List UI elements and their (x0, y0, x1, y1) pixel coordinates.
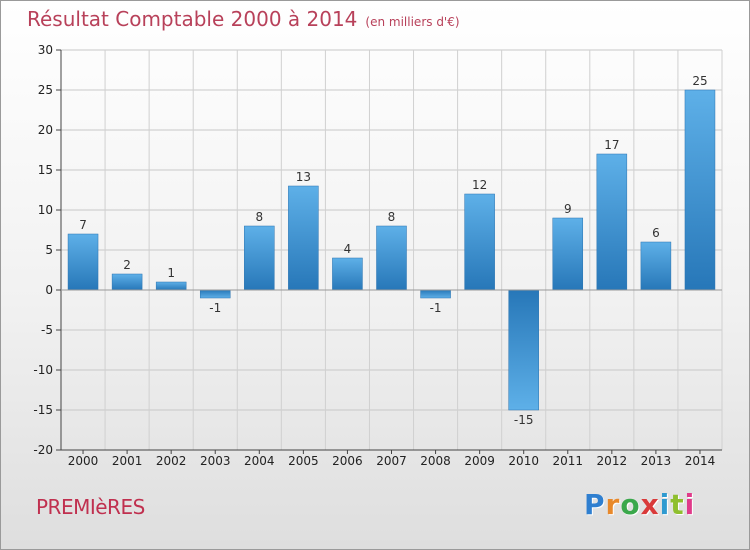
y-tick-label: 10 (38, 203, 53, 217)
chart-subtitle: (en milliers d'€) (365, 15, 460, 29)
data-label-2009: 12 (472, 178, 487, 192)
bar-2001 (111, 273, 143, 291)
y-tick-label: 25 (38, 83, 53, 97)
data-label-2004: 8 (255, 210, 263, 224)
bar-2002 (155, 281, 187, 291)
bar-2003 (199, 289, 231, 299)
data-label-2011: 9 (564, 202, 572, 216)
chart-title-text: Résultat Comptable 2000 à 2014 (27, 7, 358, 31)
bar-2010 (508, 289, 539, 411)
logo-letter: x (640, 488, 660, 521)
data-label-2003: -1 (209, 301, 221, 315)
data-label-2001: 2 (123, 258, 131, 272)
data-label-2002: 1 (167, 266, 175, 280)
bar-2005 (288, 185, 319, 291)
chart-title: Résultat Comptable 2000 à 2014 (en millie… (27, 7, 460, 31)
bars (67, 89, 716, 411)
x-tick-label: 2014 (685, 454, 716, 468)
logo-letter: r (605, 488, 621, 521)
data-label-2014: 25 (692, 74, 707, 88)
y-tick-label: -10 (33, 363, 53, 377)
x-tick-label: 2002 (156, 454, 187, 468)
x-tick-label: 2007 (376, 454, 407, 468)
x-tick-label: 2013 (641, 454, 672, 468)
data-label-2000: 7 (79, 218, 87, 232)
proxiti-logo: Proxiti (584, 488, 695, 521)
y-tick-label: 5 (45, 243, 53, 257)
y-tick-label: -20 (33, 443, 53, 457)
axes (56, 49, 722, 454)
bar-2014 (684, 89, 716, 291)
bar-2007 (376, 225, 407, 291)
data-label-2007: 8 (388, 210, 396, 224)
labels: 30 25 20 15 10 5 0 -5 -10 -15 -20 7 2000 2 2001 1 2002 -1… (33, 43, 715, 468)
x-tick-label: 2000 (68, 454, 99, 468)
bar-2012 (596, 153, 628, 291)
x-tick-label: 2001 (112, 454, 143, 468)
x-tick-label: 2006 (332, 454, 363, 468)
x-tick-label: 2009 (464, 454, 495, 468)
commune-name: PREMIèRES (36, 495, 145, 519)
data-label-2008: -1 (430, 301, 442, 315)
x-tick-label: 2005 (288, 454, 319, 468)
x-tick-label: 2003 (200, 454, 231, 468)
logo-letter: P (584, 488, 606, 521)
data-label-2005: 13 (296, 170, 311, 184)
logo-letter: i (659, 488, 671, 521)
data-label-2006: 4 (344, 242, 352, 256)
bar-2013 (640, 241, 672, 291)
bar-2000 (67, 233, 99, 291)
bar-2009 (464, 193, 495, 291)
y-tick-label: -15 (33, 403, 53, 417)
y-tick-label: -5 (41, 323, 53, 337)
x-tick-label: 2012 (597, 454, 628, 468)
logo-letter: i (684, 488, 696, 521)
data-label-2012: 17 (604, 138, 619, 152)
bar-2008 (420, 289, 451, 299)
bar-2006 (332, 257, 363, 291)
y-tick-label: 20 (38, 123, 53, 137)
data-label-2013: 6 (652, 226, 660, 240)
y-tick-label: 15 (38, 163, 53, 177)
x-tick-label: 2010 (508, 454, 539, 468)
logo-letter: t (670, 488, 685, 521)
x-tick-label: 2004 (244, 454, 275, 468)
data-label-2010: -15 (514, 413, 534, 427)
bar-2004 (244, 225, 275, 291)
x-tick-label: 2011 (552, 454, 583, 468)
logo-letter: o (620, 488, 641, 521)
y-tick-label: 0 (45, 283, 53, 297)
x-tick-label: 2008 (420, 454, 451, 468)
y-tick-label: 30 (38, 43, 53, 57)
bar-2011 (552, 217, 584, 291)
